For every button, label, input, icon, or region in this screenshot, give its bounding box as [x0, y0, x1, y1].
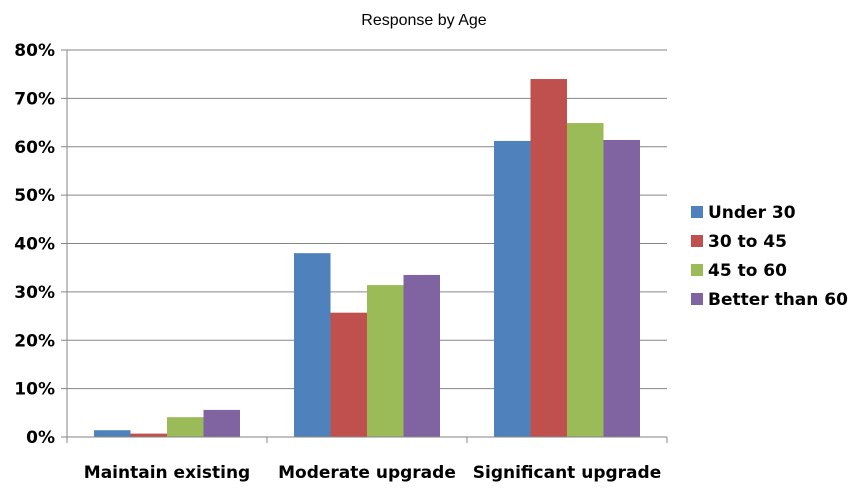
bar [203, 409, 240, 437]
chart-title: Response by Age [361, 12, 487, 29]
y-tick-label: 40% [14, 235, 55, 255]
bar [530, 79, 567, 438]
bar [130, 433, 167, 437]
y-tick-label: 10% [14, 380, 55, 400]
y-axis-ticks: 0% 10% 20% 30% 40% 50% 60% 70% 80% [14, 41, 67, 448]
y-tick-label: 0% [26, 428, 55, 448]
y-tick-label: 80% [14, 41, 55, 61]
y-tick-label: 60% [14, 138, 55, 158]
bar [567, 123, 604, 437]
x-category-label: Maintain existing [84, 463, 250, 483]
bar [403, 274, 440, 437]
bar [294, 253, 331, 437]
y-tick-label: 30% [14, 283, 55, 303]
legend-swatch [691, 293, 703, 305]
bars [94, 79, 640, 438]
legend-label: 45 to 60 [708, 261, 787, 281]
y-tick-label: 70% [14, 89, 55, 109]
y-tick-label: 20% [14, 331, 55, 351]
bar [330, 312, 367, 437]
legend-label: 30 to 45 [708, 232, 787, 252]
legend-label: Better than 60 [708, 290, 848, 310]
bar [494, 140, 531, 437]
y-tick-label: 50% [14, 186, 55, 206]
axes [66, 50, 668, 443]
bar [167, 417, 204, 437]
legend-swatch [691, 235, 703, 247]
x-axis-categories: Maintain existing Moderate upgrade Signifi… [84, 463, 661, 483]
x-category-label: Significant upgrade [473, 463, 661, 483]
bar [94, 430, 131, 437]
legend: Under 30 30 to 45 45 to 60 Better than 60 [691, 203, 848, 310]
bar [603, 139, 640, 438]
legend-swatch [691, 206, 703, 218]
legend-swatch [691, 264, 703, 276]
bar [367, 285, 404, 437]
legend-label: Under 30 [708, 203, 796, 223]
x-category-label: Moderate upgrade [278, 463, 456, 483]
